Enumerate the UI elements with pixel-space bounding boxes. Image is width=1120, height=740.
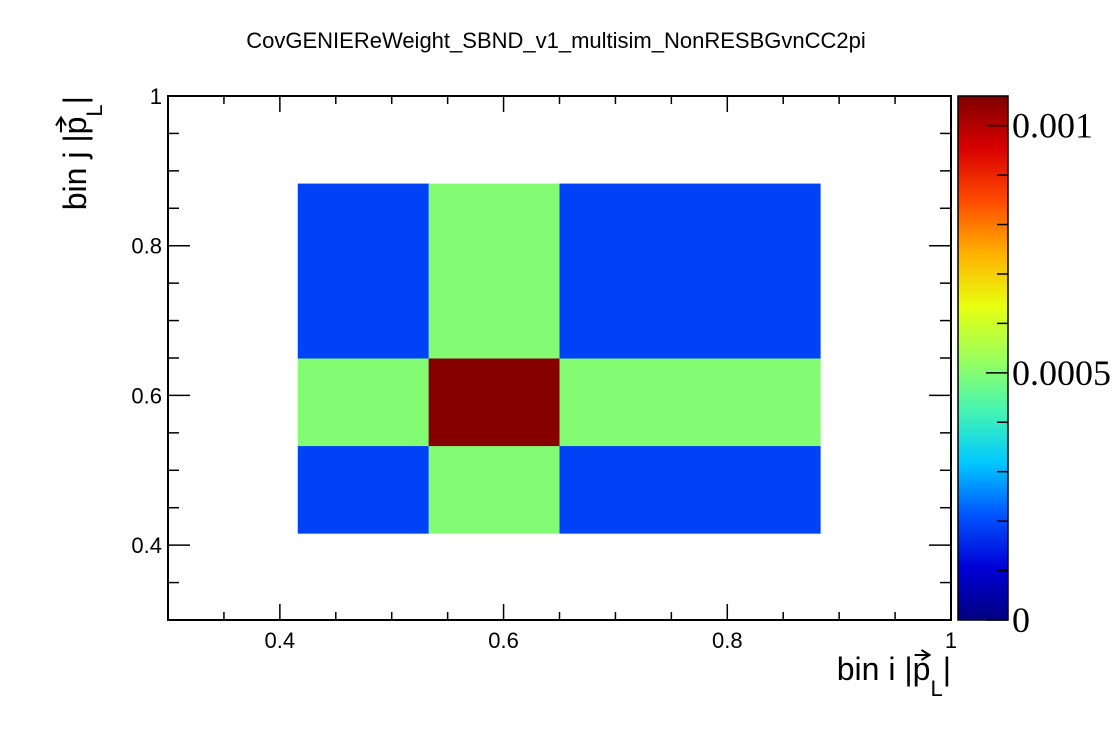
- colorbar: [957, 95, 1009, 621]
- chart-title: CovGENIEReWeight_SBND_v1_multisim_NonRES…: [246, 28, 866, 53]
- colorbar-axis: 0 0.0005 0.001: [986, 106, 1111, 640]
- heatmap-cell-2-2: [559, 183, 821, 359]
- y-tick-label: 0.4: [131, 533, 162, 558]
- y-tick-label: 1: [150, 84, 162, 109]
- heatmap-cell-1-1: [428, 358, 560, 447]
- vector-arrow-head: [920, 649, 932, 661]
- y-axis: 0.4 0.6 0.8 1: [131, 84, 951, 621]
- y-tick-label: 0.8: [131, 234, 162, 259]
- y-tick-label: 0.6: [131, 383, 162, 408]
- x-axis: 0.4 0.6 0.8 1: [167, 96, 957, 653]
- x-tick-label: 1: [945, 628, 957, 653]
- heatmap-cells: [297, 183, 821, 534]
- x-tick-label: 0.4: [265, 628, 296, 653]
- vector-arrow-head: [55, 115, 67, 127]
- heatmap-cell-0-0: [297, 445, 430, 534]
- heatmap-cell-1-2: [428, 183, 560, 359]
- x-axis-label-vector-arrow: [914, 649, 932, 661]
- heatmap-cell-0-1: [297, 358, 430, 447]
- heatmap-cell-2-1: [559, 358, 821, 447]
- y-axis-label-vector-arrow: [55, 115, 67, 133]
- x-axis-label-prefix: bin i |: [837, 651, 913, 687]
- x-tick-label: 0.6: [488, 628, 519, 653]
- y-axis-label-prefix: bin j |: [57, 134, 93, 210]
- colorbar-tick-label: 0.0005: [1012, 353, 1111, 393]
- x-tick-label: 0.8: [712, 628, 743, 653]
- y-axis-label-p: p: [57, 117, 93, 135]
- x-axis-label-subscript: L: [930, 676, 942, 701]
- y-axis-label-subscript: L: [82, 104, 107, 116]
- x-axis-label: bin i |pL|: [837, 651, 951, 701]
- colorbar-tick-label: 0: [1012, 600, 1030, 640]
- heatmap-cell-2-0: [559, 445, 821, 534]
- y-axis-label-suffix: |: [57, 96, 93, 104]
- colorbar-tick-label: 0.001: [1012, 106, 1093, 146]
- heatmap-cell-0-2: [297, 183, 430, 359]
- y-axis-label: bin j |pL|: [57, 96, 107, 210]
- heatmap-cell-1-0: [428, 445, 560, 534]
- x-axis-label-p: p: [913, 651, 931, 687]
- x-axis-label-suffix: |: [943, 651, 951, 687]
